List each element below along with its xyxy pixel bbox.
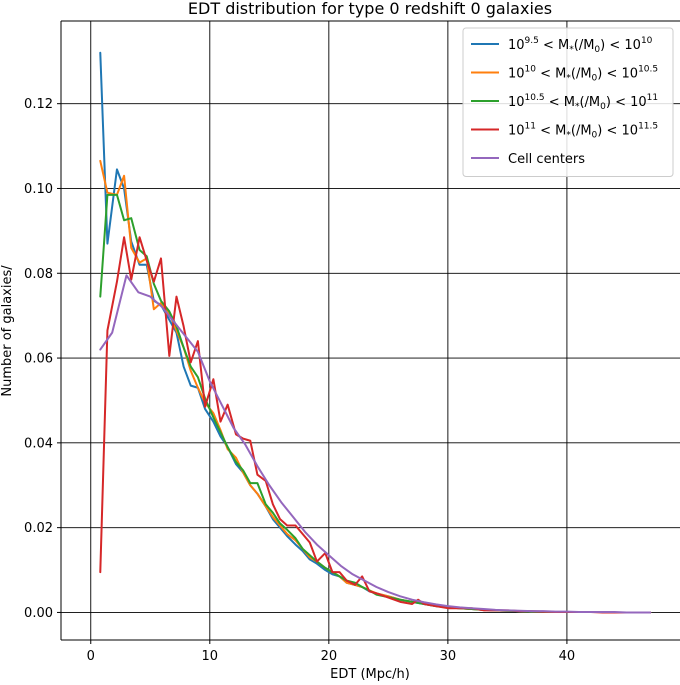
series-line-4: [99, 274, 652, 614]
legend-entry-1: 1010 < M*(/M0) < 1010.5: [471, 65, 658, 84]
series-layer: [99, 51, 652, 614]
legend-entry-2: 1010.5 < M*(/M0) < 1011: [471, 93, 658, 112]
x-tick-label-4: 40: [559, 649, 576, 664]
x-axis-label: EDT (Mpc/h): [330, 667, 410, 681]
y-tick-label-3: 0.06: [24, 352, 53, 367]
x-tick-label-3: 30: [440, 649, 457, 664]
legend-entry-4: Cell centers: [471, 152, 585, 167]
y-axis-label: Number of galaxies/: [0, 265, 15, 397]
y-tick-label-4: 0.08: [24, 267, 53, 282]
legend-entry-3: 1011 < M*(/M0) < 1011.5: [471, 122, 658, 141]
chart-title: EDT distribution for type 0 redshift 0 g…: [188, 0, 552, 18]
x-tick-label-0: 0: [87, 649, 95, 664]
legend-label-4: Cell centers: [508, 152, 585, 167]
legend-label-3: 1011 < M*(/M0) < 1011.5: [508, 122, 658, 141]
y-tick-label-5: 0.10: [24, 182, 53, 197]
legend-entry-0: 109.5 < M*(/M0) < 1010: [471, 36, 653, 55]
x-tick-label-2: 20: [321, 649, 338, 664]
y-tick-label-0: 0.00: [24, 606, 53, 621]
legend-label-1: 1010 < M*(/M0) < 1010.5: [508, 65, 658, 84]
y-tick-label-2: 0.04: [24, 436, 53, 451]
x-tick-label-1: 10: [202, 649, 219, 664]
y-tick-label-1: 0.02: [24, 521, 53, 536]
legend-box: [462, 27, 674, 177]
legend-label-0: 109.5 < M*(/M0) < 1010: [508, 36, 653, 55]
axes-frame: [60, 20, 680, 641]
y-tick-label-6: 0.12: [24, 97, 53, 112]
axis-ticks: 0 10 20 30 40 0.00 0.02 0.04 0.06 0.08 0.10 0.12: [24, 97, 575, 664]
legend-label-2: 1010.5 < M*(/M0) < 1011: [508, 93, 658, 112]
legend: 109.5 < M*(/M0) < 1010 1010 < M*(/M0) < 1…: [462, 27, 674, 177]
